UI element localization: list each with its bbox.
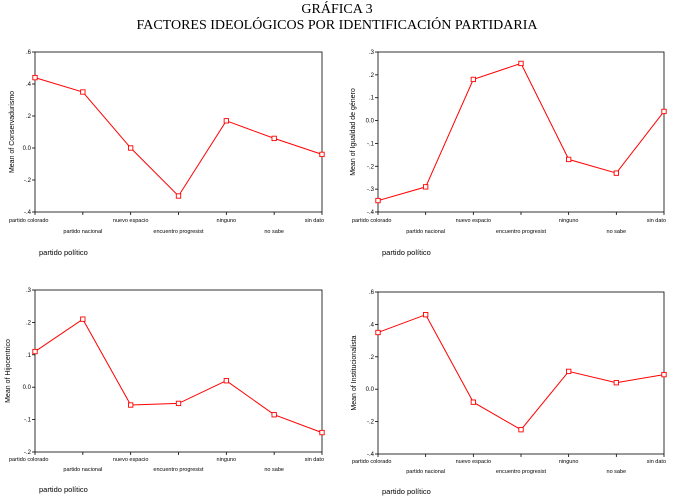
x-tick-label-partido-colorado: partido colorado <box>9 457 48 463</box>
data-point-sin-dato <box>661 371 667 378</box>
x-tick-label-nuevo-espacio: nuevo espacio <box>456 218 491 224</box>
y-tick-label: 0.0 <box>23 146 32 152</box>
y-tick-label: .6 <box>369 290 375 296</box>
data-point-ninguno <box>566 368 572 375</box>
x-tick-label-ninguno: ninguno <box>217 457 237 463</box>
y-tick-label: -.2 <box>367 164 375 170</box>
y-tick-label: -.4 <box>367 210 375 216</box>
data-point-sin-dato <box>661 108 667 115</box>
data-point-partido-nacional <box>80 89 86 95</box>
figure-caption: FACTORES IDEOLÓGICOS POR IDENTIFICACIÓN … <box>136 18 538 33</box>
x-axis-title: partido político <box>382 248 431 257</box>
y-tick-label: -.4 <box>367 452 375 458</box>
x-tick-label-ninguno: ninguno <box>559 218 579 224</box>
data-point-partido-nacional <box>423 312 429 318</box>
y-tick-label: 0.0 <box>366 119 375 125</box>
y-tick-label: .1 <box>26 353 32 359</box>
x-tick-label-no-sabe: no sabe <box>264 229 284 235</box>
x-tick-label-partido-colorado: partido colorado <box>352 218 391 224</box>
data-point-partido-colorado <box>32 348 38 355</box>
y-tick-label: -.3 <box>367 187 375 193</box>
x-tick-label-ninguno: ninguno <box>559 459 579 465</box>
y-tick-label: -.4 <box>24 210 32 216</box>
x-tick-label-partido-nacional: partido nacional <box>406 229 445 235</box>
data-point-nuevo-espacio <box>128 402 134 408</box>
y-tick-label: 0.0 <box>23 385 32 391</box>
figure-number: GRÁFICA 3 <box>301 2 373 17</box>
data-point-partido-colorado <box>32 74 38 81</box>
y-tick-label: 0.0 <box>366 387 375 393</box>
x-tick-label-nuevo-espacio: nuevo espacio <box>113 218 148 224</box>
x-tick-label-sin-dato: sin dato <box>305 218 324 224</box>
y-tick-label: .2 <box>369 73 375 79</box>
data-point-partido-nacional <box>80 316 86 322</box>
x-tick-label-partido-nacional: partido nacional <box>63 229 102 235</box>
y-axis-title: Mean of Institucionalista <box>351 335 358 410</box>
x-tick-label-encuentro-progresist: encuentro progresist <box>496 469 547 475</box>
y-tick-label: .1 <box>369 96 375 102</box>
y-tick-label: -.2 <box>24 450 32 456</box>
data-point-partido-colorado <box>375 197 381 204</box>
x-axis-title: partido político <box>39 248 88 257</box>
x-tick-label-sin-dato: sin dato <box>647 459 666 465</box>
data-point-encuentro-progresist <box>175 400 182 407</box>
data-point-encuentro-progresist <box>518 60 524 67</box>
data-point-ninguno <box>566 156 572 163</box>
x-axis-title: partido político <box>382 487 431 496</box>
x-tick-label-partido-nacional: partido nacional <box>406 469 445 475</box>
data-point-sin-dato <box>319 151 325 158</box>
x-tick-label-partido-nacional: partido nacional <box>63 467 102 473</box>
y-tick-label: .6 <box>26 50 32 56</box>
y-tick-label: -.1 <box>24 418 32 424</box>
y-tick-label: .2 <box>26 320 32 326</box>
data-point-encuentro-progresist <box>175 193 182 199</box>
data-point-ninguno <box>223 118 229 124</box>
y-tick-label: -.2 <box>367 420 375 426</box>
x-tick-label-partido-colorado: partido colorado <box>9 218 48 224</box>
y-tick-label: -.1 <box>367 141 375 147</box>
x-tick-label-sin-dato: sin dato <box>647 218 666 224</box>
x-tick-label-partido-colorado: partido colorado <box>352 459 391 465</box>
x-tick-label-sin-dato: sin dato <box>305 457 324 463</box>
figure-title: GRÁFICA 3 FACTORES IDEOLÓGICOS POR IDENT… <box>0 0 674 34</box>
data-point-sin-dato <box>319 429 325 436</box>
data-point-no-sabe <box>271 135 277 142</box>
x-tick-label-encuentro-progresist: encuentro progresist <box>153 229 204 235</box>
data-point-nuevo-espacio <box>470 399 476 405</box>
x-tick-label-ninguno: ninguno <box>217 218 237 224</box>
data-point-encuentro-progresist <box>518 427 524 433</box>
x-tick-label-no-sabe: no sabe <box>607 469 627 475</box>
data-point-nuevo-espacio <box>470 76 476 83</box>
y-axis-title: Mean of Igualdad de género <box>350 88 357 176</box>
y-tick-label: .3 <box>369 50 375 56</box>
x-tick-label-encuentro-progresist: encuentro progresist <box>496 229 547 235</box>
data-point-no-sabe <box>613 170 619 176</box>
data-point-no-sabe <box>613 380 619 386</box>
data-point-partido-colorado <box>375 329 381 336</box>
data-point-ninguno <box>223 378 229 384</box>
x-tick-label-encuentro-progresist: encuentro progresist <box>153 467 204 473</box>
y-axis-title: Mean of Hijocentrico <box>5 339 12 403</box>
x-tick-label-nuevo-espacio: nuevo espacio <box>456 459 491 465</box>
x-tick-label-no-sabe: no sabe <box>264 467 284 473</box>
data-point-nuevo-espacio <box>128 145 134 151</box>
y-tick-label: .4 <box>369 322 375 328</box>
y-tick-label: .4 <box>26 82 32 88</box>
series-line <box>377 314 665 431</box>
y-tick-label: -.2 <box>24 178 32 184</box>
y-axis-title: Mean of Conservadurismo <box>9 91 16 173</box>
x-tick-label-nuevo-espacio: nuevo espacio <box>113 457 148 463</box>
y-tick-label: .3 <box>26 288 32 294</box>
data-point-no-sabe <box>271 412 277 418</box>
data-point-partido-nacional <box>423 184 429 190</box>
x-axis-title: partido político <box>39 485 88 494</box>
y-tick-label: .2 <box>369 355 375 361</box>
y-tick-label: .2 <box>26 114 32 120</box>
x-tick-label-no-sabe: no sabe <box>607 229 627 235</box>
